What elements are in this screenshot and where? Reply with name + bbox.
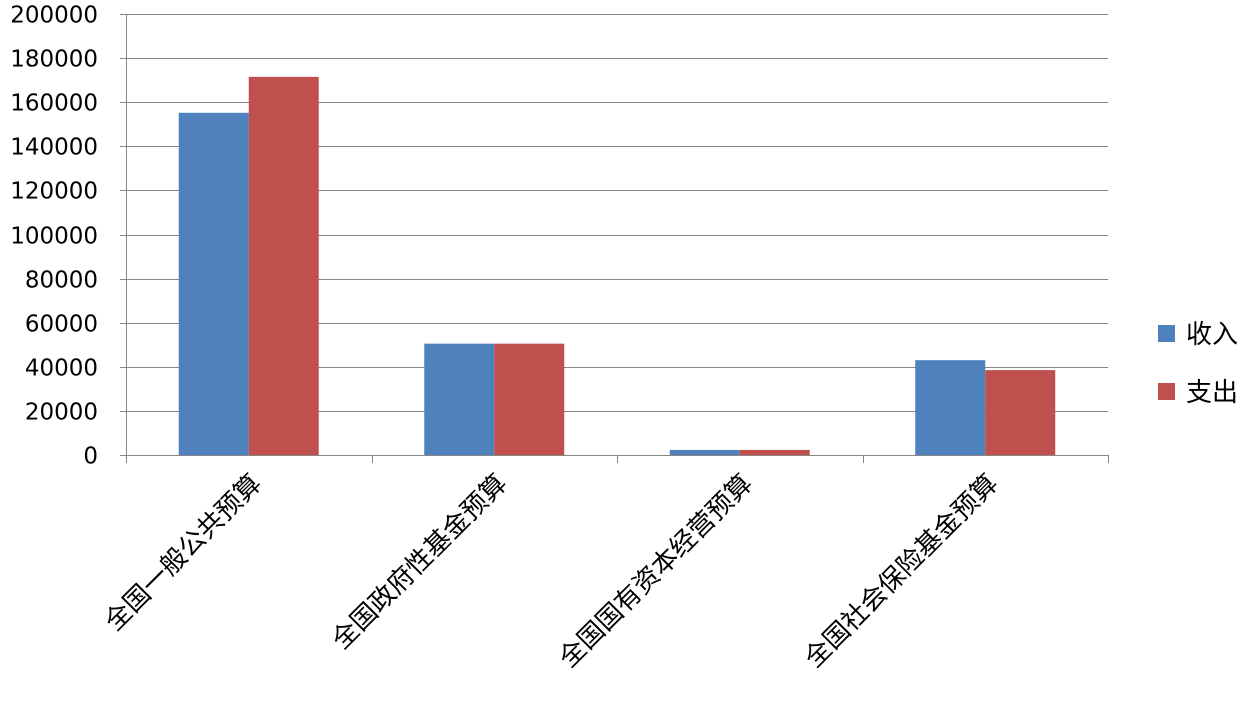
bar-income <box>915 360 986 455</box>
legend-swatch <box>1158 383 1175 400</box>
legend-swatch <box>1158 325 1175 342</box>
bars <box>178 76 1056 455</box>
x-axis-labels: 全国一般公共预算 全国政府性基金预算 全国国有资本经营预算 全国社会保险基金预算 <box>99 469 1004 674</box>
x-category-label: 全国国有资本经营预算 <box>554 469 759 674</box>
y-tick-label: 120000 <box>10 179 98 205</box>
y-tick-label: 40000 <box>25 356 98 382</box>
y-tick-label: 140000 <box>10 135 98 161</box>
y-tick-label: 0 <box>83 444 98 470</box>
y-tick-label: 20000 <box>25 400 98 426</box>
bar-expense <box>494 343 565 455</box>
legend-label: 支出 <box>1186 378 1238 408</box>
bar-income <box>424 343 495 455</box>
y-tick-label: 100000 <box>10 224 98 250</box>
bar-expense <box>985 370 1056 455</box>
y-tick-label: 80000 <box>25 268 98 294</box>
y-tick-label: 160000 <box>10 91 98 117</box>
y-axis-ticks: 0 20000 40000 60000 80000 100000 120000 140000 1… <box>10 3 126 470</box>
bar-income <box>669 449 740 455</box>
y-tick-label: 200000 <box>10 3 98 29</box>
x-category-label: 全国政府性基金预算 <box>327 469 514 656</box>
bar-expense <box>248 76 319 455</box>
axes <box>126 14 1109 463</box>
bar-income <box>178 112 249 455</box>
legend-label: 收入 <box>1186 320 1238 350</box>
x-category-label: 全国社会保险基金预算 <box>799 469 1004 674</box>
x-category-label: 全国一般公共预算 <box>99 469 267 637</box>
y-tick-label: 60000 <box>25 312 98 338</box>
y-tick-label: 180000 <box>10 47 98 73</box>
bar-expense <box>739 449 810 455</box>
